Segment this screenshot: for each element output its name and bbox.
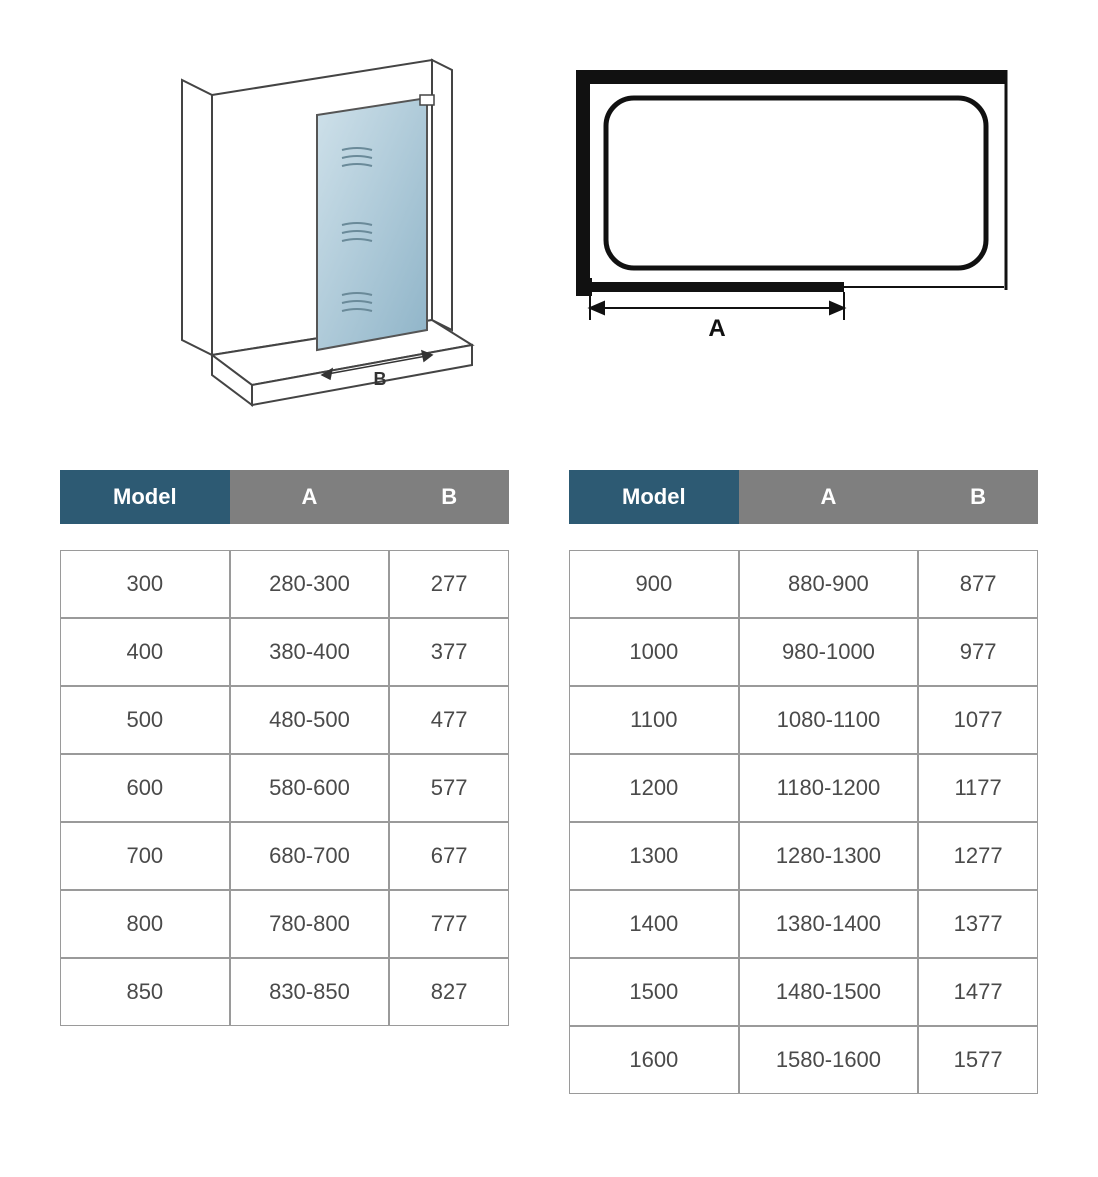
cell-b: 977: [918, 618, 1038, 686]
iso-dim-label: B: [374, 369, 387, 389]
cell-model: 850: [60, 958, 230, 1026]
diagrams-row: B A: [0, 0, 1098, 450]
cell-a: 1380-1400: [739, 890, 919, 958]
col-header-a: A: [739, 470, 919, 524]
cell-b: 1277: [918, 822, 1038, 890]
spec-table-right: ModelAB900880-9008771000980-100097711001…: [569, 470, 1038, 1094]
cell-b: 777: [389, 890, 509, 958]
col-header-model: Model: [569, 470, 739, 524]
table-row: 15001480-15001477: [569, 958, 1038, 1026]
table-row: 400380-400377: [60, 618, 509, 686]
table-row: 16001580-16001577: [569, 1026, 1038, 1094]
cell-b: 577: [389, 754, 509, 822]
plan-dim-label: A: [708, 315, 725, 340]
table-row: 300280-300277: [60, 550, 509, 618]
cell-a: 480-500: [230, 686, 390, 754]
cell-b: 377: [389, 618, 509, 686]
cell-a: 1280-1300: [739, 822, 919, 890]
cell-a: 680-700: [230, 822, 390, 890]
cell-a: 780-800: [230, 890, 390, 958]
table-row: 800780-800777: [60, 890, 509, 958]
plan-diagram: A: [556, 40, 1026, 340]
cell-model: 900: [569, 550, 739, 618]
cell-b: 277: [389, 550, 509, 618]
cell-a: 580-600: [230, 754, 390, 822]
table-row: 850830-850827: [60, 958, 509, 1026]
cell-model: 300: [60, 550, 230, 618]
table-row: 700680-700677: [60, 822, 509, 890]
cell-a: 880-900: [739, 550, 919, 618]
cell-model: 500: [60, 686, 230, 754]
cell-b: 477: [389, 686, 509, 754]
cell-b: 1477: [918, 958, 1038, 1026]
table-row: 1000980-1000977: [569, 618, 1038, 686]
cell-model: 400: [60, 618, 230, 686]
col-header-a: A: [230, 470, 390, 524]
cell-model: 1100: [569, 686, 739, 754]
table-row: 12001180-12001177: [569, 754, 1038, 822]
table-row: 11001080-11001077: [569, 686, 1038, 754]
cell-model: 1400: [569, 890, 739, 958]
cell-a: 1080-1100: [739, 686, 919, 754]
cell-a: 280-300: [230, 550, 390, 618]
cell-a: 1480-1500: [739, 958, 919, 1026]
cell-a: 1180-1200: [739, 754, 919, 822]
cell-a: 380-400: [230, 618, 390, 686]
cell-model: 700: [60, 822, 230, 890]
table-row: 13001280-13001277: [569, 822, 1038, 890]
cell-model: 800: [60, 890, 230, 958]
cell-model: 1300: [569, 822, 739, 890]
table-row: 600580-600577: [60, 754, 509, 822]
cell-model: 1000: [569, 618, 739, 686]
cell-b: 877: [918, 550, 1038, 618]
cell-b: 677: [389, 822, 509, 890]
cell-a: 1580-1600: [739, 1026, 919, 1094]
table-row: 500480-500477: [60, 686, 509, 754]
table-row: 14001380-14001377: [569, 890, 1038, 958]
table-row: 900880-900877: [569, 550, 1038, 618]
tables-row: ModelAB300280-300277400380-400377500480-…: [0, 450, 1098, 1124]
page: B A Mode: [0, 0, 1098, 1177]
col-header-model: Model: [60, 470, 230, 524]
cell-a: 830-850: [230, 958, 390, 1026]
cell-b: 1177: [918, 754, 1038, 822]
cell-b: 827: [389, 958, 509, 1026]
spec-table-left: ModelAB300280-300277400380-400377500480-…: [60, 470, 509, 1026]
isometric-diagram: B: [72, 40, 492, 440]
cell-a: 980-1000: [739, 618, 919, 686]
cell-model: 1500: [569, 958, 739, 1026]
col-header-b: B: [389, 470, 509, 524]
cell-b: 1377: [918, 890, 1038, 958]
cell-b: 1577: [918, 1026, 1038, 1094]
cell-model: 600: [60, 754, 230, 822]
cell-model: 1600: [569, 1026, 739, 1094]
cell-b: 1077: [918, 686, 1038, 754]
cell-model: 1200: [569, 754, 739, 822]
col-header-b: B: [918, 470, 1038, 524]
